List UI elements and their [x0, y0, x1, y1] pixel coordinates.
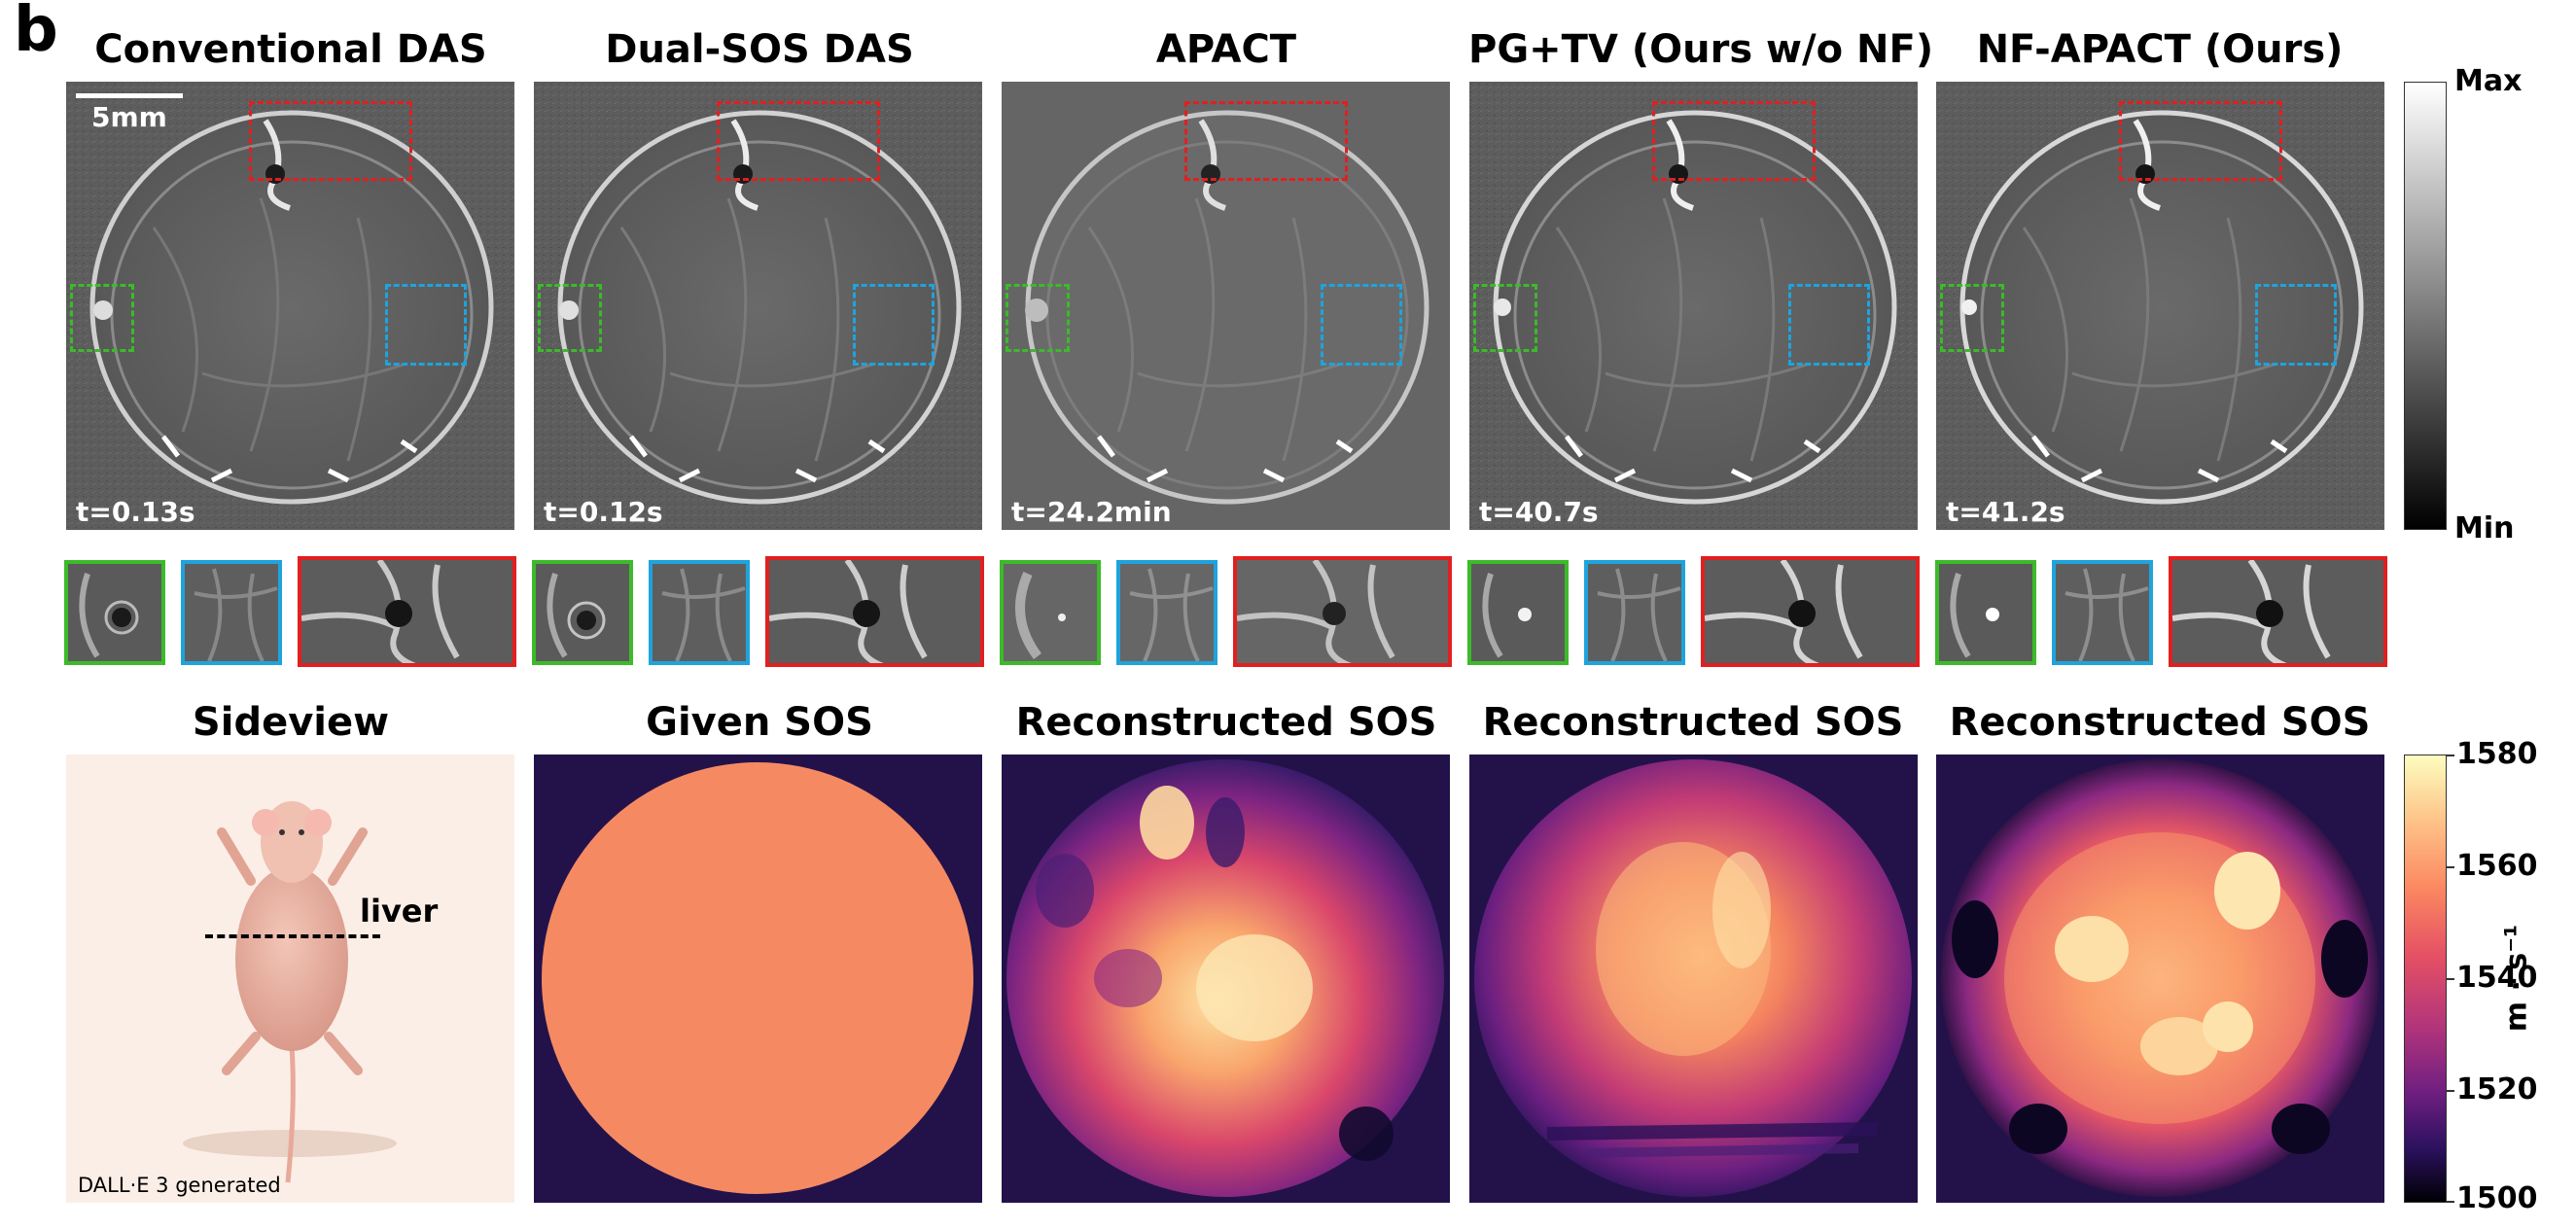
title-given-sos: Given SOS — [646, 700, 873, 745]
title-apact: APACT — [1155, 27, 1297, 72]
colorbar-tick — [2447, 978, 2454, 980]
sos-disk — [542, 762, 973, 1194]
colorbar-tick — [2447, 866, 2454, 868]
roi-box-red — [1652, 101, 1816, 181]
colorbar-tick — [2447, 755, 2454, 756]
colorbar-tick-label: 1500 — [2456, 1181, 2538, 1215]
pa-image-conventional-das: 5mm t=0.13s — [66, 82, 514, 530]
pa-image-nf-apact: t=41.2s — [1936, 82, 2384, 530]
title-reconstructed-sos-nf-apact: Reconstructed SOS — [1949, 700, 2371, 745]
zoom-crop-blue — [649, 560, 750, 665]
colorbar-tick-label: 1540 — [2456, 961, 2538, 995]
pa-reconstruction — [534, 82, 982, 530]
zoom-crop-red — [765, 556, 984, 667]
roi-box-green — [1473, 284, 1537, 352]
colorbar-max-label: Max — [2454, 64, 2523, 98]
pa-image-apact: t=24.2min — [1002, 82, 1450, 530]
roi-box-green — [1940, 284, 2004, 352]
zoom-crop-red — [1701, 556, 1920, 667]
colorbar-min-label: Min — [2454, 511, 2515, 545]
pa-reconstruction — [1469, 82, 1918, 530]
roi-box-red — [249, 101, 412, 181]
pa-reconstruction — [1002, 82, 1450, 530]
roi-box-red — [717, 101, 880, 181]
sos-map-given — [534, 755, 982, 1203]
grayscale-colorbar — [2404, 82, 2447, 530]
sideview-illustration: liver DALL·E 3 generated — [66, 755, 514, 1203]
sos-map-pg-tv — [1469, 755, 1918, 1203]
roi-box-blue — [2255, 284, 2337, 366]
roi-box-green — [70, 284, 134, 352]
colorbar-tick — [2447, 1201, 2454, 1203]
title-nf-apact: NF-APACT (Ours) — [1976, 27, 2344, 72]
sos-disk — [1941, 759, 2379, 1197]
colorbar-tick-label: 1580 — [2456, 737, 2538, 771]
scale-bar-label: 5mm — [91, 101, 167, 133]
roi-box-red — [2119, 101, 2282, 181]
pa-reconstruction — [66, 82, 514, 530]
roi-box-blue — [385, 284, 467, 366]
zoom-crop-blue — [2052, 560, 2153, 665]
image-credit: DALL·E 3 generated — [78, 1174, 281, 1197]
pa-image-dual-sos-das: t=0.12s — [534, 82, 982, 530]
zoom-crop-blue — [1584, 560, 1685, 665]
roi-box-blue — [1321, 284, 1402, 366]
roi-box-green — [1006, 284, 1070, 352]
title-pg-tv: PG+TV (Ours w/o NF) — [1468, 27, 1934, 72]
sos-colorbar — [2404, 755, 2447, 1203]
pa-image-pg-tv: t=40.7s — [1469, 82, 1918, 530]
colorbar-tick-label: 1560 — [2456, 849, 2538, 883]
title-reconstructed-sos-apact: Reconstructed SOS — [1015, 700, 1437, 745]
liver-label: liver — [360, 893, 439, 930]
zoom-crop-blue — [1116, 560, 1217, 665]
runtime-label: t=0.12s — [544, 496, 663, 528]
runtime-label: t=41.2s — [1946, 496, 2065, 528]
zoom-crop-green — [64, 560, 165, 665]
panel-label: b — [14, 0, 58, 66]
runtime-label: t=40.7s — [1479, 496, 1599, 528]
title-conventional-das: Conventional DAS — [94, 27, 487, 72]
title-reconstructed-sos-pg-tv: Reconstructed SOS — [1482, 700, 1904, 745]
sos-map-apact — [1002, 755, 1450, 1203]
liver-cut-line — [205, 934, 380, 938]
zoom-crop-red — [1233, 556, 1452, 667]
roi-box-red — [1184, 101, 1348, 181]
zoom-crop-green — [1467, 560, 1569, 665]
zoom-crop-green — [1000, 560, 1101, 665]
sos-disk — [1006, 759, 1444, 1197]
runtime-label: t=24.2min — [1011, 496, 1172, 528]
sos-disk — [1474, 759, 1912, 1197]
zoom-crop-green — [532, 560, 633, 665]
roi-box-blue — [1788, 284, 1870, 366]
pa-reconstruction — [1936, 82, 2384, 530]
roi-box-green — [538, 284, 602, 352]
scale-bar — [76, 93, 183, 98]
title-dual-sos-das: Dual-SOS DAS — [605, 27, 914, 72]
colorbar-tick — [2447, 1090, 2454, 1092]
sos-map-nf-apact — [1936, 755, 2384, 1203]
title-sideview: Sideview — [192, 700, 390, 745]
runtime-label: t=0.13s — [76, 496, 195, 528]
mouse-icon — [183, 801, 397, 1183]
colorbar-tick-label: 1520 — [2456, 1072, 2538, 1106]
roi-box-blue — [853, 284, 935, 366]
zoom-crop-green — [1935, 560, 2036, 665]
zoom-crop-blue — [181, 560, 282, 665]
zoom-crop-red — [2169, 556, 2387, 667]
colorbar-unit-label: m · s⁻¹ — [2499, 924, 2534, 1033]
zoom-crop-red — [298, 556, 516, 667]
